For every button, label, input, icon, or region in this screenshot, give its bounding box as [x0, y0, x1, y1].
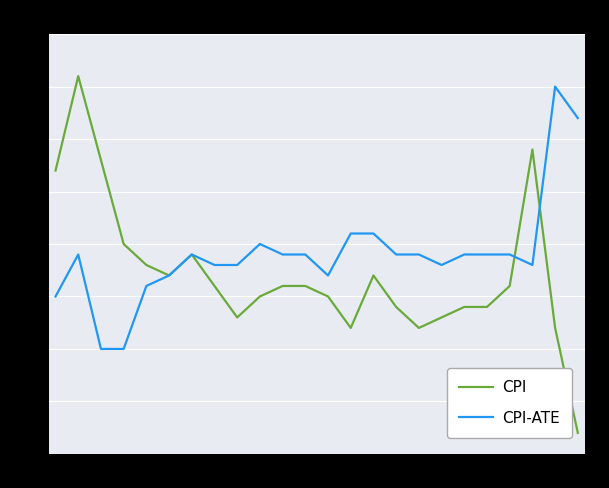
CPI-ATE [415, 252, 423, 258]
CPI-ATE [438, 262, 445, 268]
CPI [529, 147, 536, 153]
CPI-ATE [120, 346, 127, 352]
CPI [484, 304, 491, 310]
CPI [393, 304, 400, 310]
CPI-ATE [74, 252, 82, 258]
CPI-ATE [552, 84, 559, 90]
CPI-ATE [347, 231, 354, 237]
CPI [370, 272, 377, 278]
CPI-ATE [325, 272, 332, 278]
Line: CPI-ATE: CPI-ATE [55, 87, 578, 349]
CPI [279, 283, 286, 289]
CPI [574, 430, 582, 436]
CPI [256, 293, 264, 299]
CPI [52, 168, 59, 174]
CPI [460, 304, 468, 310]
CPI-ATE [233, 262, 241, 268]
CPI-ATE [279, 252, 286, 258]
CPI [325, 293, 332, 299]
CPI [233, 314, 241, 320]
CPI-ATE [143, 283, 150, 289]
CPI-ATE [484, 252, 491, 258]
CPI-ATE [166, 272, 173, 278]
CPI-ATE [301, 252, 309, 258]
Legend: CPI, CPI-ATE: CPI, CPI-ATE [446, 368, 572, 438]
CPI [166, 272, 173, 278]
CPI-ATE [188, 252, 195, 258]
CPI-ATE [370, 231, 377, 237]
CPI-ATE [460, 252, 468, 258]
CPI-ATE [574, 115, 582, 121]
CPI [552, 325, 559, 331]
CPI-ATE [393, 252, 400, 258]
CPI [211, 283, 218, 289]
CPI [415, 325, 423, 331]
CPI [506, 283, 513, 289]
CPI-ATE [97, 346, 105, 352]
CPI-ATE [506, 252, 513, 258]
CPI [188, 252, 195, 258]
CPI [120, 241, 127, 247]
CPI-ATE [256, 241, 264, 247]
CPI [143, 262, 150, 268]
CPI-ATE [211, 262, 218, 268]
CPI [347, 325, 354, 331]
CPI [301, 283, 309, 289]
CPI [438, 314, 445, 320]
CPI [74, 73, 82, 79]
Line: CPI: CPI [55, 76, 578, 433]
CPI [97, 157, 105, 163]
CPI-ATE [529, 262, 536, 268]
CPI-ATE [52, 293, 59, 299]
